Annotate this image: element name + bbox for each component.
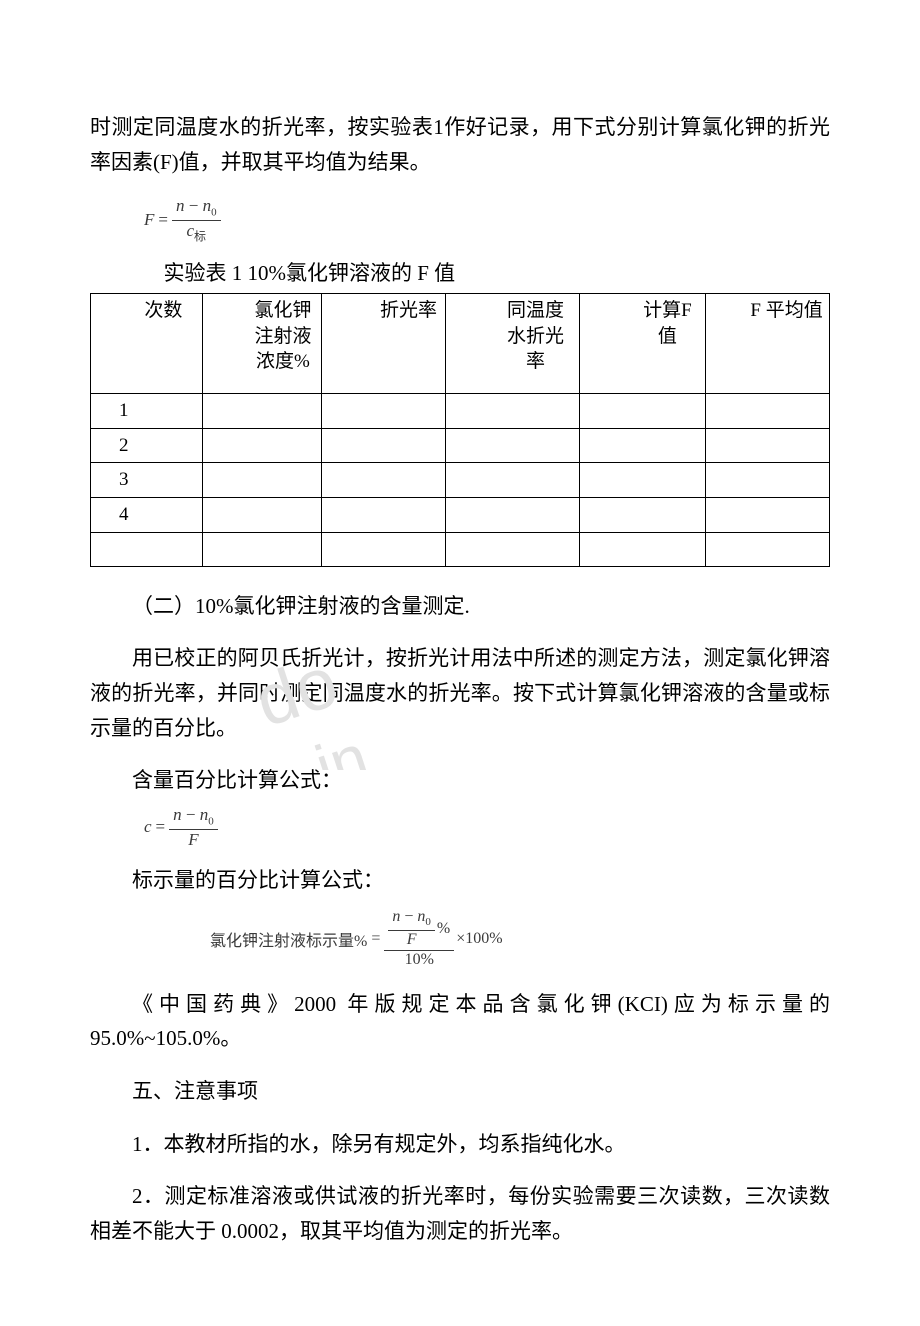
equals-sign: = [156,817,166,837]
col-header-0: 次数 [110,298,182,324]
formula-f1: F = n − n0 c标 [144,197,830,243]
formula-f1-lhs: F [144,210,154,230]
cell [446,394,580,429]
f1-num-b: n [203,196,212,215]
cell [322,498,446,533]
paragraph-note-2: 2．测定标准溶液或供试液的折光率时，每份实验需要三次读数，三次读数相差不能大于 … [90,1179,830,1248]
f3-inner-den: F [407,931,417,948]
f1-num-b-sub: 0 [211,207,217,219]
formula-f2: c = n − n0 F [144,806,830,849]
f2-num-a: n [173,805,182,824]
cell [580,428,706,463]
table-row: 2 [91,428,830,463]
cell [202,463,322,498]
table-row: 3 [91,463,830,498]
cell: 3 [91,463,203,498]
paragraph-formula-label-1: 含量百分比计算公式： [90,763,830,798]
f3-outer-den: 10% [401,952,438,969]
cell [706,428,830,463]
cell [580,498,706,533]
f1-den-sub: 标 [194,230,206,244]
cell [91,532,203,566]
paragraph-pharmacopoeia: 《中国药典》2000 年版规定本品含氯化钾(KCI)应为标示量的 95.0%~1… [90,987,830,1056]
cell [446,463,580,498]
col-header-5: F 平均值 [712,298,822,324]
equals-sign: = [158,210,168,230]
cell [322,394,446,429]
paragraph-note-1: 1．本教材所指的水，除另有规定外，均系指纯化水。 [90,1127,830,1162]
f3-inner-suffix: % [437,921,450,938]
paragraph-section-2: （二）10%氯化钾注射液的含量测定. [90,589,830,624]
cell: 2 [91,428,203,463]
cell [446,498,580,533]
cell [580,532,706,566]
paragraph-method: 用已校正的阿贝氏折光计，按折光计用法中所述的测定方法，测定氯化钾溶液的折光率，并… [90,641,830,745]
paragraph-intro: 时测定同温度水的折光率，按实验表1作好记录，用下式分别计算氯化钾的折光率因素(F… [90,110,830,179]
cell [202,532,322,566]
paragraph-formula-label-2: 标示量的百分比计算公式： [90,863,830,898]
table-title: 实验表 1 10%氯化钾溶液的 F 值 [90,257,830,287]
f3-inner-num-a: n [392,908,400,925]
cell [322,463,446,498]
paragraph-section-5: 五、注意事项 [90,1074,830,1109]
formula-f3: 氯化钾注射液标示量% = n − n0 F % 1 [210,909,830,968]
cell [580,394,706,429]
formula-f3-inner-fraction: n − n0 F [388,909,435,949]
f2-num-b: n [200,805,209,824]
table-header-row: 次数 氯化钾注射液浓度% 折光率 同温度水折光率 计算F 值 F 平均值 [91,294,830,394]
cell [706,394,830,429]
cell [706,532,830,566]
formula-f1-fraction: n − n0 c标 [172,197,221,243]
f2-den: F [188,830,198,849]
formula-f3-lhs: 氯化钾注射液标示量% [210,927,367,951]
equals-sign: = [371,930,380,948]
cell [706,463,830,498]
cell: 4 [91,498,203,533]
table-row: 1 [91,394,830,429]
cell [202,394,322,429]
cell [322,428,446,463]
cell [202,498,322,533]
col-header-3: 同温度水折光率 [452,298,573,375]
cell [580,463,706,498]
cell: 1 [91,394,203,429]
f3-tail: ×100% [456,930,502,948]
col-header-4: 计算F 值 [586,298,699,349]
table-body: 1 2 3 [91,394,830,567]
col-header-2: 折光率 [331,298,437,324]
f1-num-a: n [176,196,185,215]
f1-den: c [187,221,195,240]
formula-f2-fraction: n − n0 F [169,806,218,849]
cell [322,532,446,566]
data-table: 次数 氯化钾注射液浓度% 折光率 同温度水折光率 计算F 值 F 平均值 1 2 [90,293,830,566]
cell [446,532,580,566]
table-row [91,532,830,566]
formula-f3-outer-fraction: n − n0 F % 10% [384,909,454,968]
f2-num-b-sub: 0 [208,815,214,827]
col-header-1: 氯化钾注射液浓度% [209,298,316,375]
document-page: do in 时测定同温度水的折光率，按实验表1作好记录，用下式分别计算氯化钾的折… [0,0,920,1326]
formula-f2-lhs: c [144,817,152,837]
table-row: 4 [91,498,830,533]
cell [446,428,580,463]
f3-inner-num-b-sub: 0 [425,917,431,929]
cell [202,428,322,463]
cell [706,498,830,533]
